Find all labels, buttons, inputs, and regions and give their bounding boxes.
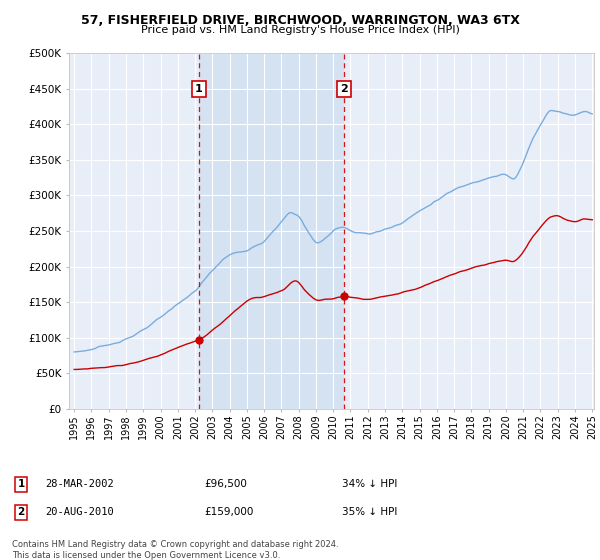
Text: 57, FISHERFIELD DRIVE, BIRCHWOOD, WARRINGTON, WA3 6TX: 57, FISHERFIELD DRIVE, BIRCHWOOD, WARRIN…: [80, 14, 520, 27]
Text: 34% ↓ HPI: 34% ↓ HPI: [342, 479, 397, 489]
Text: 2: 2: [17, 507, 25, 517]
Text: 35% ↓ HPI: 35% ↓ HPI: [342, 507, 397, 517]
Text: 2: 2: [340, 84, 348, 94]
Text: 28-MAR-2002: 28-MAR-2002: [45, 479, 114, 489]
Text: £96,500: £96,500: [204, 479, 247, 489]
Text: Price paid vs. HM Land Registry's House Price Index (HPI): Price paid vs. HM Land Registry's House …: [140, 25, 460, 35]
Text: 1: 1: [17, 479, 25, 489]
Text: 1: 1: [195, 84, 203, 94]
Text: 20-AUG-2010: 20-AUG-2010: [45, 507, 114, 517]
Text: £159,000: £159,000: [204, 507, 253, 517]
Bar: [199, 53, 344, 409]
Text: Contains HM Land Registry data © Crown copyright and database right 2024.
This d: Contains HM Land Registry data © Crown c…: [12, 540, 338, 560]
